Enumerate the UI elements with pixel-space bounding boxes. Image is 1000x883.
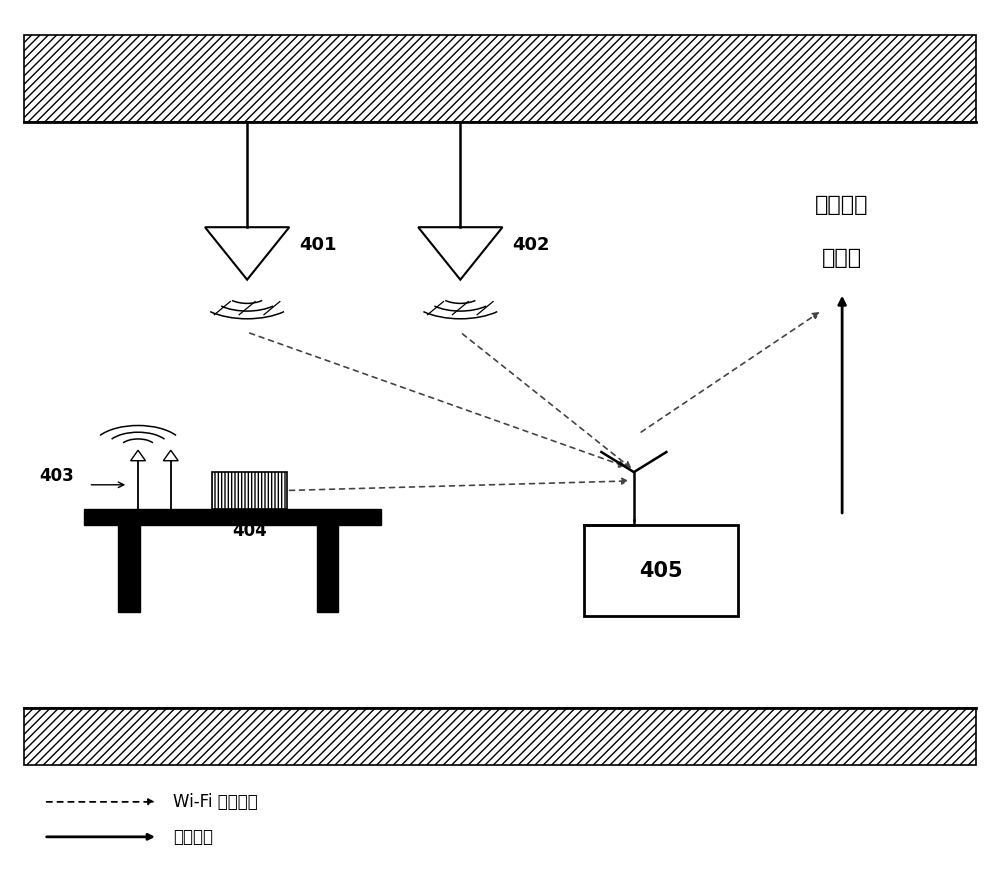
Text: 401: 401 <box>299 236 337 253</box>
Bar <box>212 472 287 509</box>
Text: 404: 404 <box>232 522 267 540</box>
Text: 402: 402 <box>512 236 550 253</box>
Text: 403: 403 <box>39 467 74 485</box>
Text: 数据库: 数据库 <box>822 248 862 268</box>
Bar <box>24 708 976 766</box>
Bar <box>84 509 381 525</box>
Text: 405: 405 <box>639 561 683 580</box>
Bar <box>24 34 976 122</box>
Bar <box>317 525 338 612</box>
Text: 有线链路: 有线链路 <box>173 828 213 846</box>
Bar <box>118 525 140 612</box>
Text: 至音响或: 至音响或 <box>815 195 869 215</box>
Text: Wi-Fi 无线链路: Wi-Fi 无线链路 <box>173 793 258 811</box>
Bar <box>584 525 738 616</box>
